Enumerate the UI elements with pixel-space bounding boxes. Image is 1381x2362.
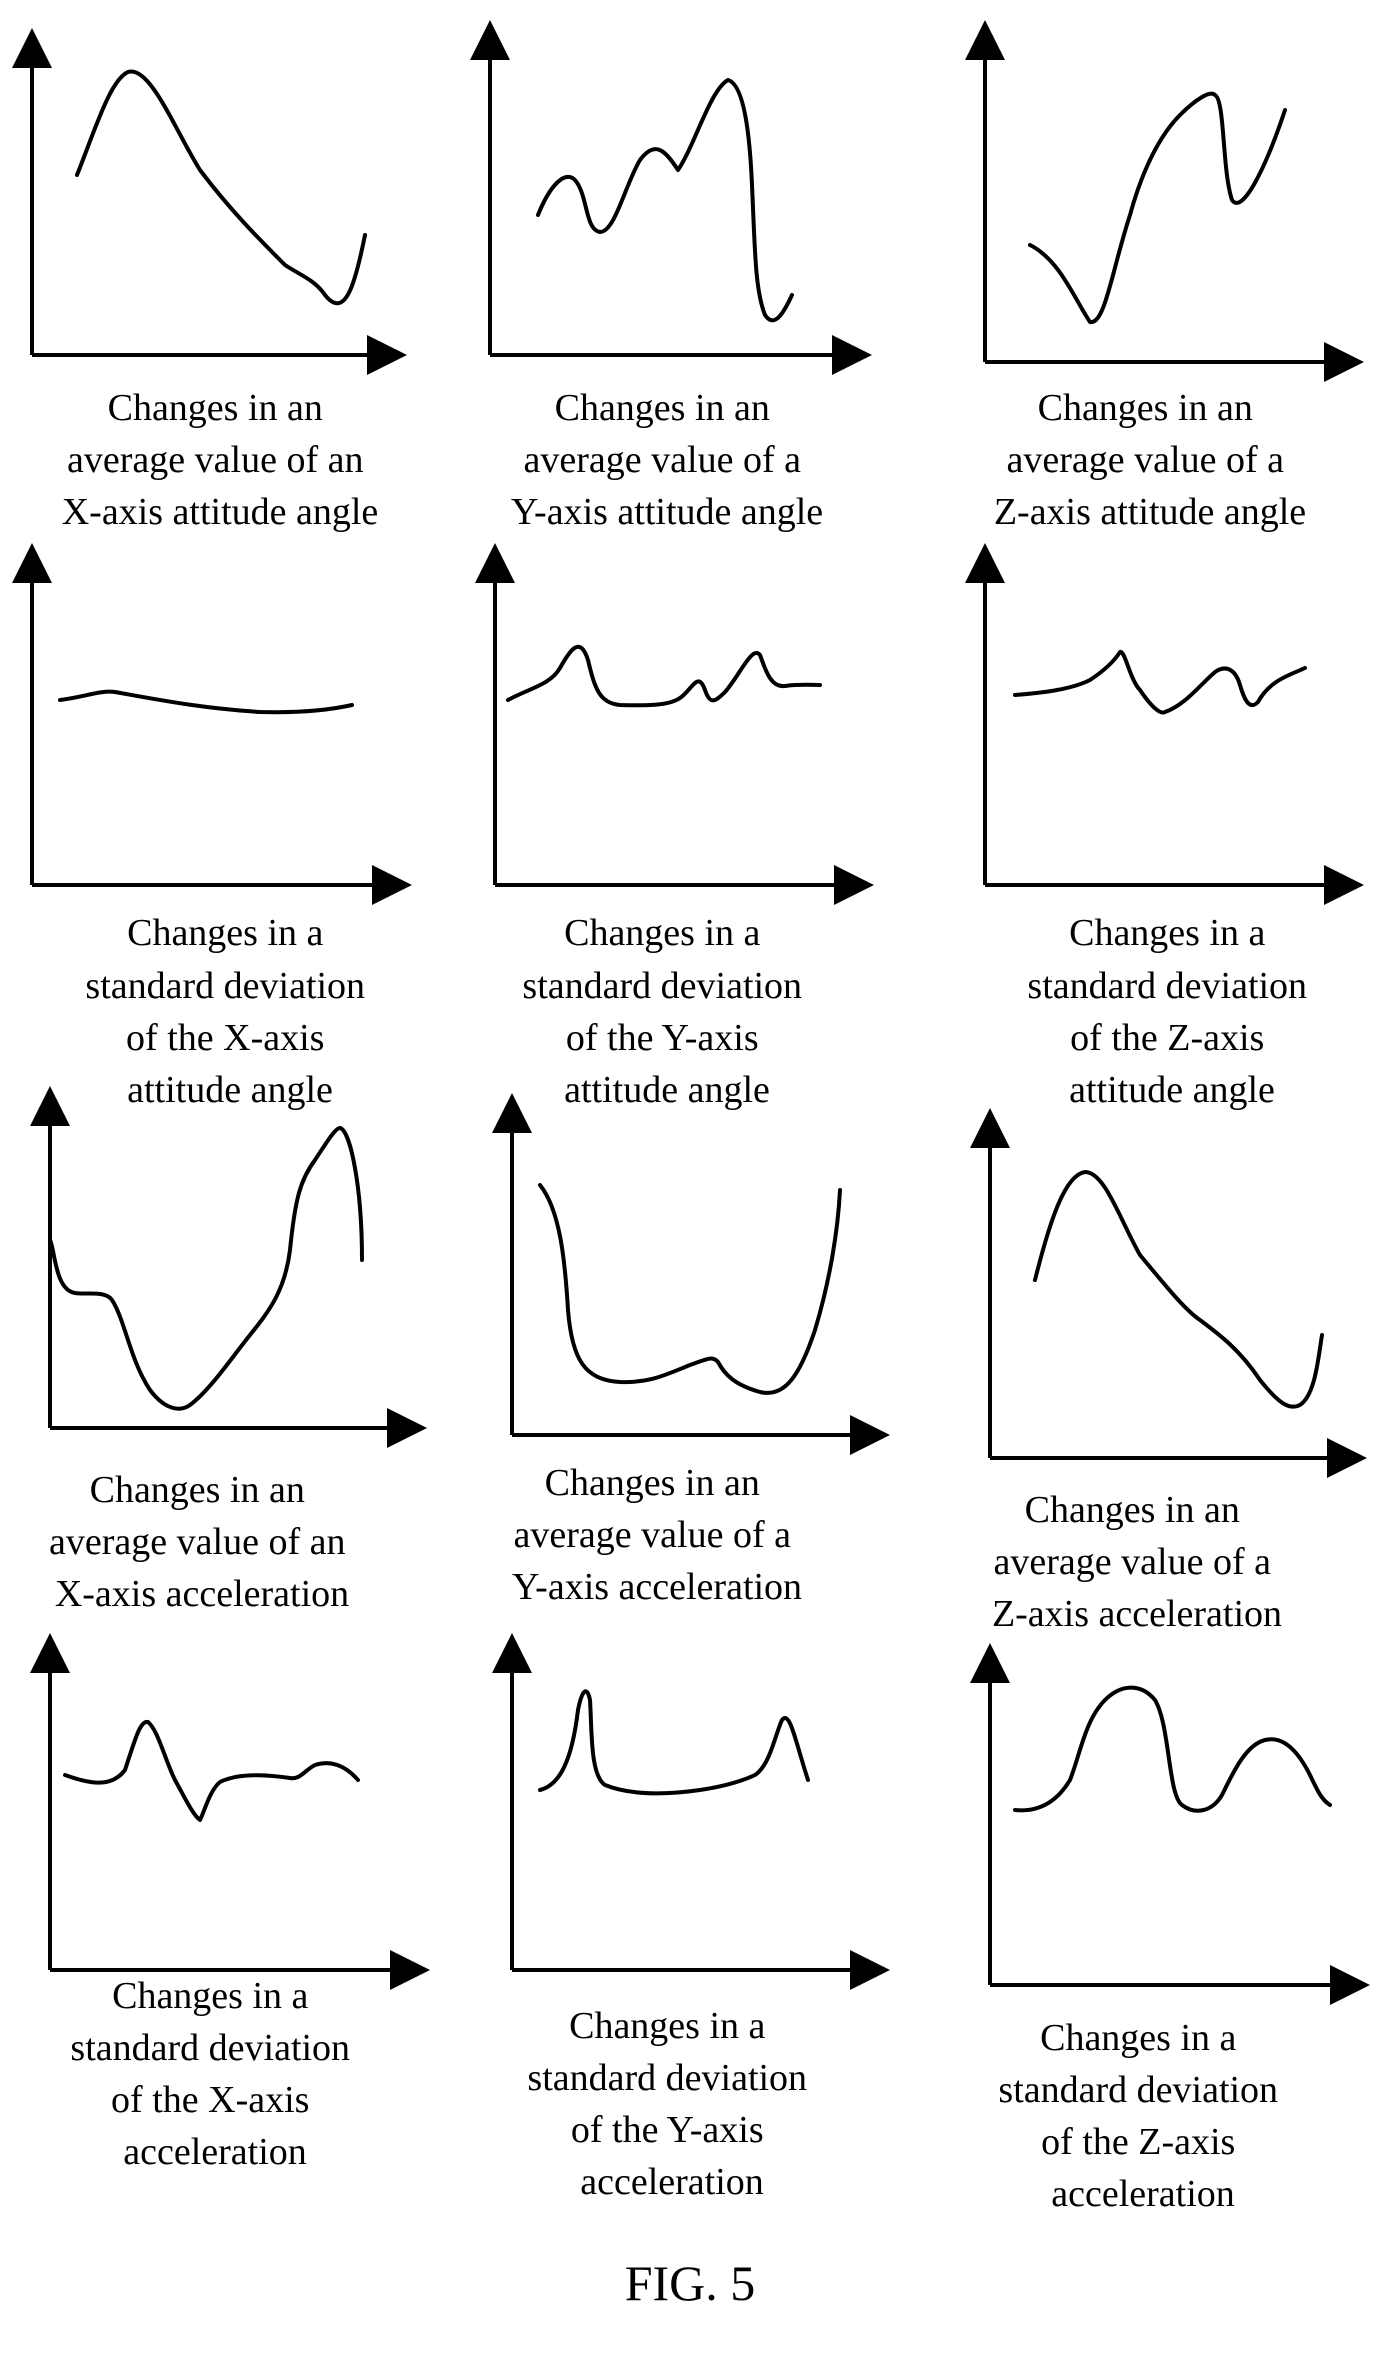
panel-x-std-accel: Changes in a standard deviation of the X…	[30, 1633, 430, 2173]
curve	[1013, 649, 1307, 715]
curve	[538, 1183, 842, 1395]
caption: Changes in a standard deviation of the X…	[85, 912, 374, 1111]
caption: Changes in a standard deviation of the Z…	[998, 2017, 1287, 2215]
panel-z-avg-accel: Changes in an average value of a Z-axis …	[970, 1108, 1367, 1635]
panel-z-avg-attitude: Changes in an average value of a Z-axis …	[965, 20, 1364, 533]
curve	[536, 78, 794, 323]
caption: Changes in a standard deviation of the Y…	[522, 912, 811, 1111]
caption: Changes in a standard deviation of the Y…	[527, 2005, 816, 2203]
panel-x-std-attitude: Changes in a standard deviation of the X…	[12, 543, 412, 1111]
caption: Changes in an average value of a Y-axis …	[511, 387, 823, 533]
curve	[1028, 91, 1287, 324]
caption: Changes in an average value of a Z-axis …	[992, 1489, 1282, 1635]
caption: Changes in a standard deviation of the X…	[70, 1975, 359, 2173]
caption: Changes in an average value of an X-axis…	[49, 1469, 355, 1615]
curve	[48, 1126, 364, 1411]
curve	[58, 689, 354, 715]
caption: Changes in an average value of a Z-axis …	[994, 387, 1306, 533]
panel-z-std-attitude: Changes in a standard deviation of the Z…	[965, 543, 1364, 1111]
panel-y-std-attitude: Changes in a standard deviation of the Y…	[475, 543, 874, 1111]
curve	[506, 644, 822, 708]
curve	[538, 1689, 810, 1796]
caption: Changes in an average value of a Y-axis …	[512, 1462, 802, 1608]
panel-x-avg-accel: Changes in an average value of an X-axis…	[30, 1086, 427, 1615]
curve	[75, 69, 367, 305]
panel-y-avg-accel: Changes in an average value of a Y-axis …	[492, 1093, 890, 1608]
figure-label: FIG. 5	[625, 2255, 756, 2311]
panel-x-avg-attitude: Changes in an average value of an X-axis…	[12, 28, 407, 533]
panel-y-std-accel: Changes in a standard deviation of the Y…	[492, 1633, 890, 2203]
panel-z-std-accel: Changes in a standard deviation of the Z…	[970, 1643, 1370, 2215]
caption: Changes in an average value of an X-axis…	[62, 387, 379, 533]
panel-y-avg-attitude: Changes in an average value of a Y-axis …	[470, 20, 872, 533]
caption: Changes in a standard deviation of the Z…	[1027, 912, 1316, 1111]
curve	[1013, 1685, 1332, 1813]
curve	[63, 1720, 360, 1822]
curve	[1033, 1170, 1324, 1409]
